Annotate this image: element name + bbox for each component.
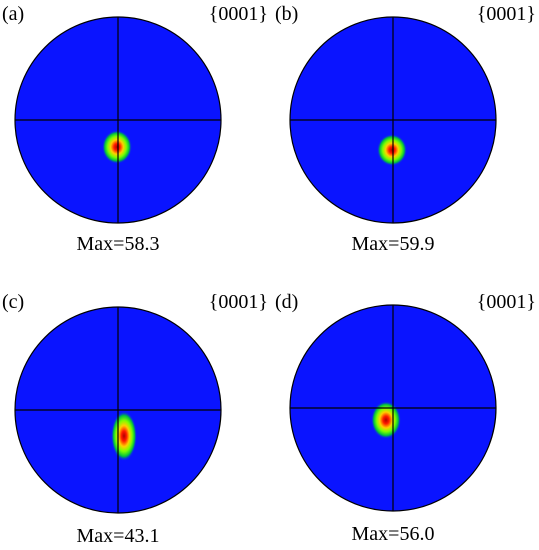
plane-label: {0001} (477, 3, 536, 25)
panel-label: (d) (275, 291, 298, 313)
intensity-spot (377, 134, 407, 166)
panel-label: (c) (2, 291, 24, 313)
plane-label: {0001} (477, 291, 536, 313)
max-label: Max=58.3 (77, 233, 160, 255)
panel-a: (a) {0001} Max=58.3 (2, 3, 268, 255)
intensity-spot (111, 411, 137, 461)
intensity-spot (371, 401, 401, 439)
panel-label: (b) (275, 3, 298, 25)
plane-label: {0001} (209, 291, 268, 313)
intensity-spot (102, 130, 132, 164)
max-label: Max=56.0 (352, 523, 435, 545)
panel-d: (d) {0001} Max=56.0 (275, 291, 536, 545)
panel-b: (b) {0001} Max=59.9 (275, 3, 536, 255)
panel-c: (c) {0001} Max=43.1 (2, 291, 268, 547)
panel-label: (a) (2, 3, 24, 25)
plane-label: {0001} (209, 3, 268, 25)
max-label: Max=43.1 (77, 525, 160, 547)
max-label: Max=59.9 (352, 233, 435, 255)
